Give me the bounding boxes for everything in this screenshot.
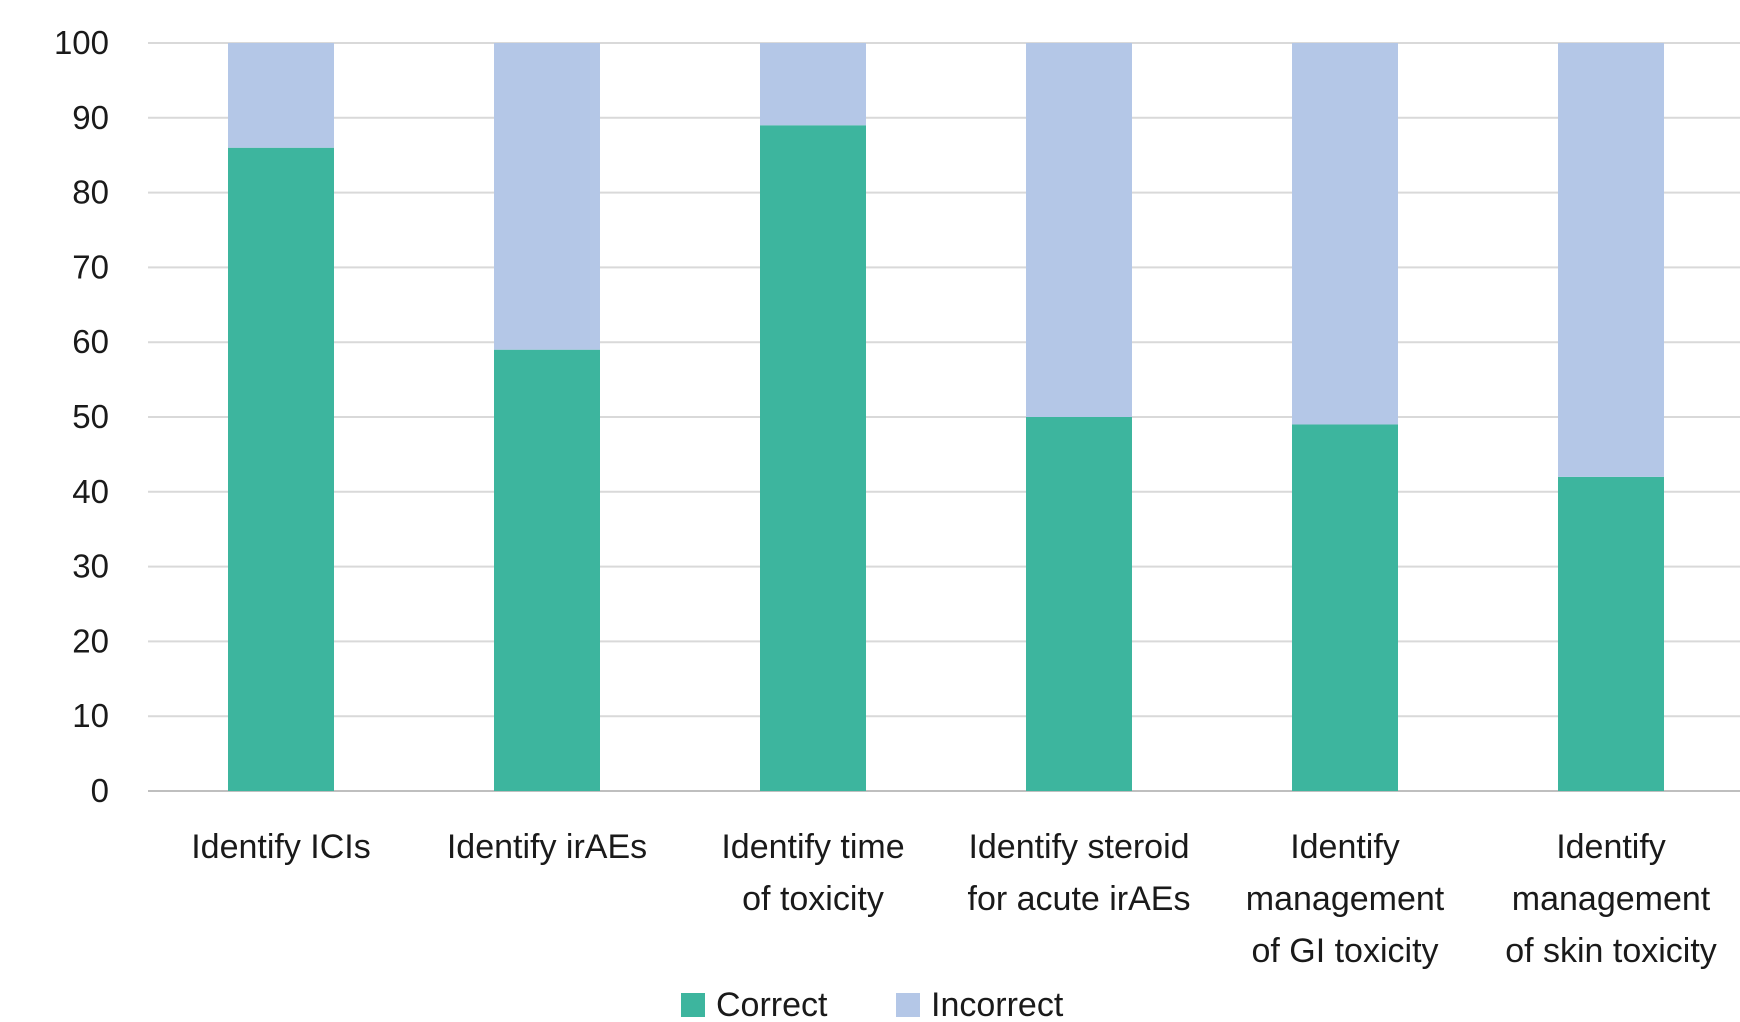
y-tick-label: 30	[72, 548, 109, 585]
bar-correct-3	[760, 125, 866, 791]
bar-incorrect-1	[228, 43, 334, 148]
y-tick-label: 70	[72, 248, 109, 285]
bar-incorrect-2	[494, 43, 600, 350]
y-tick-label: 60	[72, 323, 109, 360]
x-category-label-line: management	[1246, 880, 1445, 918]
x-category-label-line: Identify	[1290, 828, 1400, 866]
x-category-label: Identify irAEs	[447, 828, 647, 866]
bar-incorrect-5	[1292, 43, 1398, 425]
y-tick-label: 40	[72, 473, 109, 510]
bar-correct-5	[1292, 424, 1398, 791]
y-tick-label: 90	[72, 99, 109, 136]
x-category-label: Identify time of toxicity	[721, 828, 904, 918]
x-category-label-line: Identify steroid	[968, 828, 1189, 866]
x-axis-category-labels: Identify ICIs Identify irAEs Identify time…	[191, 828, 1717, 970]
legend-label-correct: Correct	[716, 986, 828, 1022]
legend: Correct Incorrect	[681, 986, 1064, 1022]
y-axis-ticks: 0 10 20 30 40 50 60 70 80 90 100	[54, 24, 109, 809]
y-tick-label: 20	[72, 622, 109, 659]
legend-swatch-incorrect	[896, 993, 920, 1017]
x-category-label-line: of toxicity	[742, 880, 884, 918]
bar-correct-2	[494, 349, 600, 791]
legend-label-incorrect: Incorrect	[931, 986, 1064, 1022]
y-tick-label: 50	[72, 398, 109, 435]
x-category-label: Identify ICIs	[191, 828, 371, 866]
x-category-label-line: Identify	[1556, 828, 1666, 866]
bars	[228, 43, 1664, 792]
x-category-label-line: Identify time	[721, 828, 904, 866]
bar-correct-4	[1026, 417, 1132, 791]
bar-correct-6	[1558, 476, 1664, 791]
x-category-label-line: for acute irAEs	[968, 880, 1191, 918]
x-category-label-line: of GI toxicity	[1251, 932, 1438, 970]
y-tick-label: 100	[54, 24, 109, 61]
y-tick-label: 0	[91, 772, 109, 809]
y-tick-label: 10	[72, 697, 109, 734]
bar-incorrect-4	[1026, 43, 1132, 417]
bar-correct-1	[228, 147, 334, 792]
legend-swatch-correct	[681, 993, 705, 1017]
x-category-label-line: Identify ICIs	[191, 828, 371, 866]
bar-incorrect-6	[1558, 43, 1664, 477]
x-category-label-line: Identify irAEs	[447, 828, 647, 866]
x-category-label: Identify management of GI toxicity	[1246, 828, 1445, 970]
gridlines	[148, 42, 1740, 792]
bar-incorrect-3	[760, 43, 866, 126]
y-tick-label: 80	[72, 174, 109, 211]
x-category-label: Identify steroid for acute irAEs	[968, 828, 1191, 918]
x-category-label-line: of skin toxicity	[1505, 932, 1717, 970]
x-category-label: Identify management of skin toxicity	[1505, 828, 1717, 970]
x-category-label-line: management	[1512, 880, 1711, 918]
